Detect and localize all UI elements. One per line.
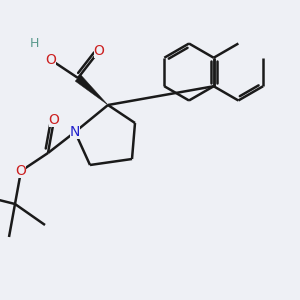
Text: H: H (30, 37, 39, 50)
Polygon shape (75, 75, 108, 105)
Text: O: O (46, 53, 56, 67)
Text: O: O (16, 164, 26, 178)
Text: O: O (94, 44, 104, 58)
Text: N: N (70, 125, 80, 139)
Text: O: O (49, 113, 59, 127)
